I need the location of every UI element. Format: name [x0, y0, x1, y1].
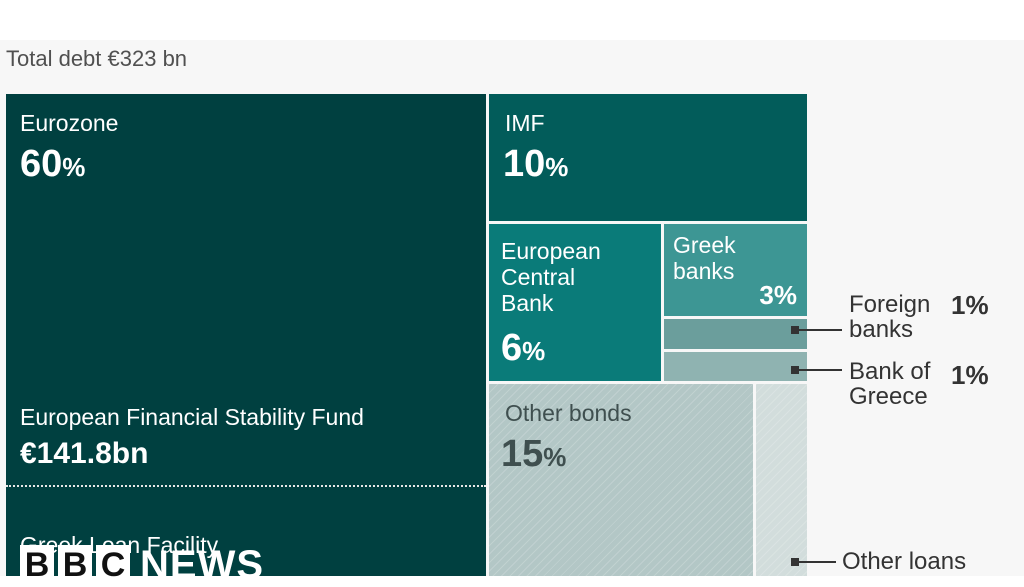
imf-value: 10% [503, 143, 569, 185]
eurozone-value: 60% [20, 143, 86, 185]
imf-label: IMF [505, 110, 545, 136]
block-foreign-banks [664, 319, 807, 349]
logo-letter-b1: B [20, 545, 54, 585]
block-ecb: European Central Bank 6% [489, 224, 661, 381]
block-greek-banks: Greek banks 3% [664, 224, 807, 316]
other-bonds-label: Other bonds [505, 400, 632, 426]
other-loans-marker [791, 558, 799, 566]
chart-subtitle: Total debt €323 bn [6, 46, 188, 71]
block-bank-of-greece [664, 352, 807, 381]
ecb-label: European Central Bank [501, 238, 601, 316]
eurozone-label: Eurozone [20, 110, 119, 136]
efsf-amount: €141.8bn [20, 437, 149, 470]
greek-banks-value: 3% [759, 280, 797, 310]
logo-letter-b2: B [58, 545, 92, 585]
other-loans-label: Other loans [842, 548, 967, 575]
logo-letter-c: C [96, 545, 130, 585]
block-imf: IMF 10% [489, 94, 807, 221]
other-loans-leader [799, 561, 836, 563]
bank-of-greece-label: Bank of Greece [849, 358, 931, 410]
foreign-banks-value: 1% [951, 290, 989, 320]
block-other-loans [756, 384, 807, 576]
bank-of-greece-value: 1% [951, 360, 989, 390]
other-bonds-value: 15% [501, 433, 567, 475]
block-other-bonds: Other bonds 15% [489, 384, 753, 576]
bank-of-greece-marker [791, 366, 799, 374]
logo-news-text: NEWS [140, 543, 264, 587]
block-eurozone: Eurozone 60% European Financial Stabilit… [6, 94, 486, 576]
greek-banks-label: Greek banks [673, 232, 736, 284]
foreign-banks-label: Foreign banks [849, 291, 931, 343]
foreign-banks-marker [791, 326, 799, 334]
bank-of-greece-leader [799, 369, 842, 371]
efsf-divider [6, 485, 486, 487]
efsf-label: European Financial Stability Fund [20, 404, 364, 430]
bbc-news-logo: B B C NEWS [20, 545, 264, 585]
foreign-banks-leader [799, 329, 842, 331]
ecb-value: 6% [501, 327, 546, 369]
